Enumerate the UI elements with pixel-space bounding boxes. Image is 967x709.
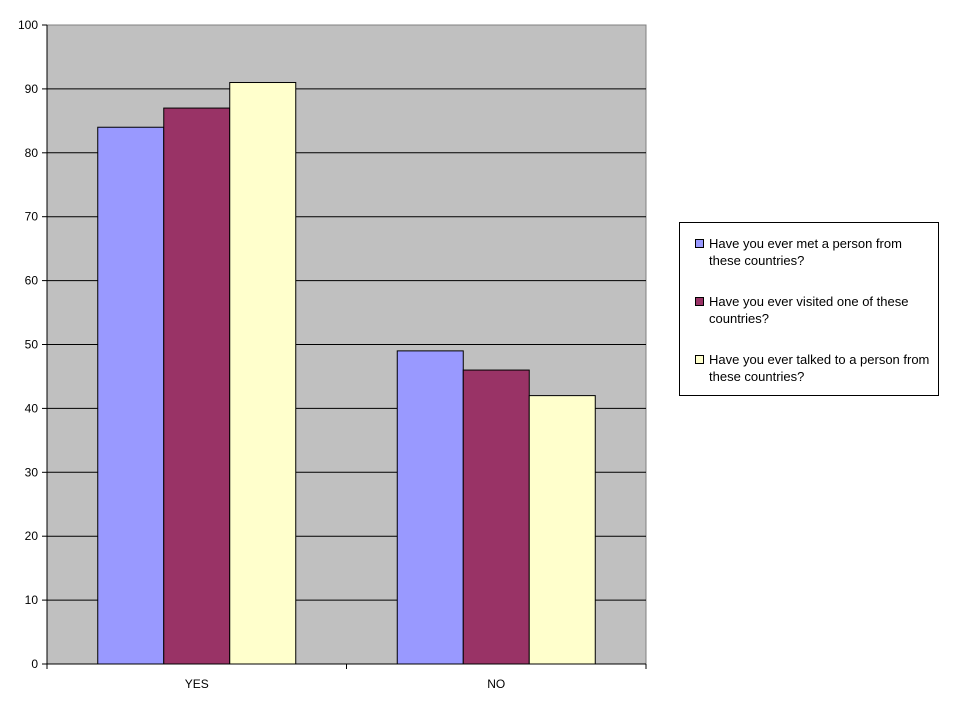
y-tick-label: 10	[25, 593, 39, 607]
y-tick-label: 50	[25, 338, 39, 352]
y-tick-label: 30	[25, 465, 39, 479]
legend-label-met-person: Have you ever met a person from these co…	[709, 236, 902, 268]
chart-legend: Have you ever met a person from these co…	[679, 222, 939, 396]
bar-no-series-3	[528, 395, 596, 665]
bar-yes-series-3	[229, 82, 297, 665]
y-tick-label: 0	[31, 657, 38, 671]
legend-label-talked-person: Have you ever talked to a person from th…	[709, 352, 930, 384]
bar-no-series-1	[396, 350, 464, 665]
x-tick-label: NO	[487, 677, 505, 691]
y-tick-label: 40	[25, 401, 39, 415]
y-tick-label: 90	[25, 82, 39, 96]
y-tick-label: 70	[25, 210, 39, 224]
y-tick-label: 80	[25, 146, 39, 160]
y-tick-label: 100	[18, 18, 38, 32]
y-tick-label: 60	[25, 274, 39, 288]
bar-yes-series-2	[163, 107, 231, 665]
legend-swatch-talked-person	[695, 355, 704, 364]
y-tick-label: 20	[25, 529, 39, 543]
bar-yes-series-1	[97, 126, 165, 665]
legend-swatch-met-person	[695, 239, 704, 248]
legend-label-visited-country: Have you ever visited one of these count…	[709, 294, 909, 326]
x-tick-label: YES	[185, 677, 209, 691]
bar-no-series-2	[462, 369, 530, 665]
legend-swatch-visited-country	[695, 297, 704, 306]
